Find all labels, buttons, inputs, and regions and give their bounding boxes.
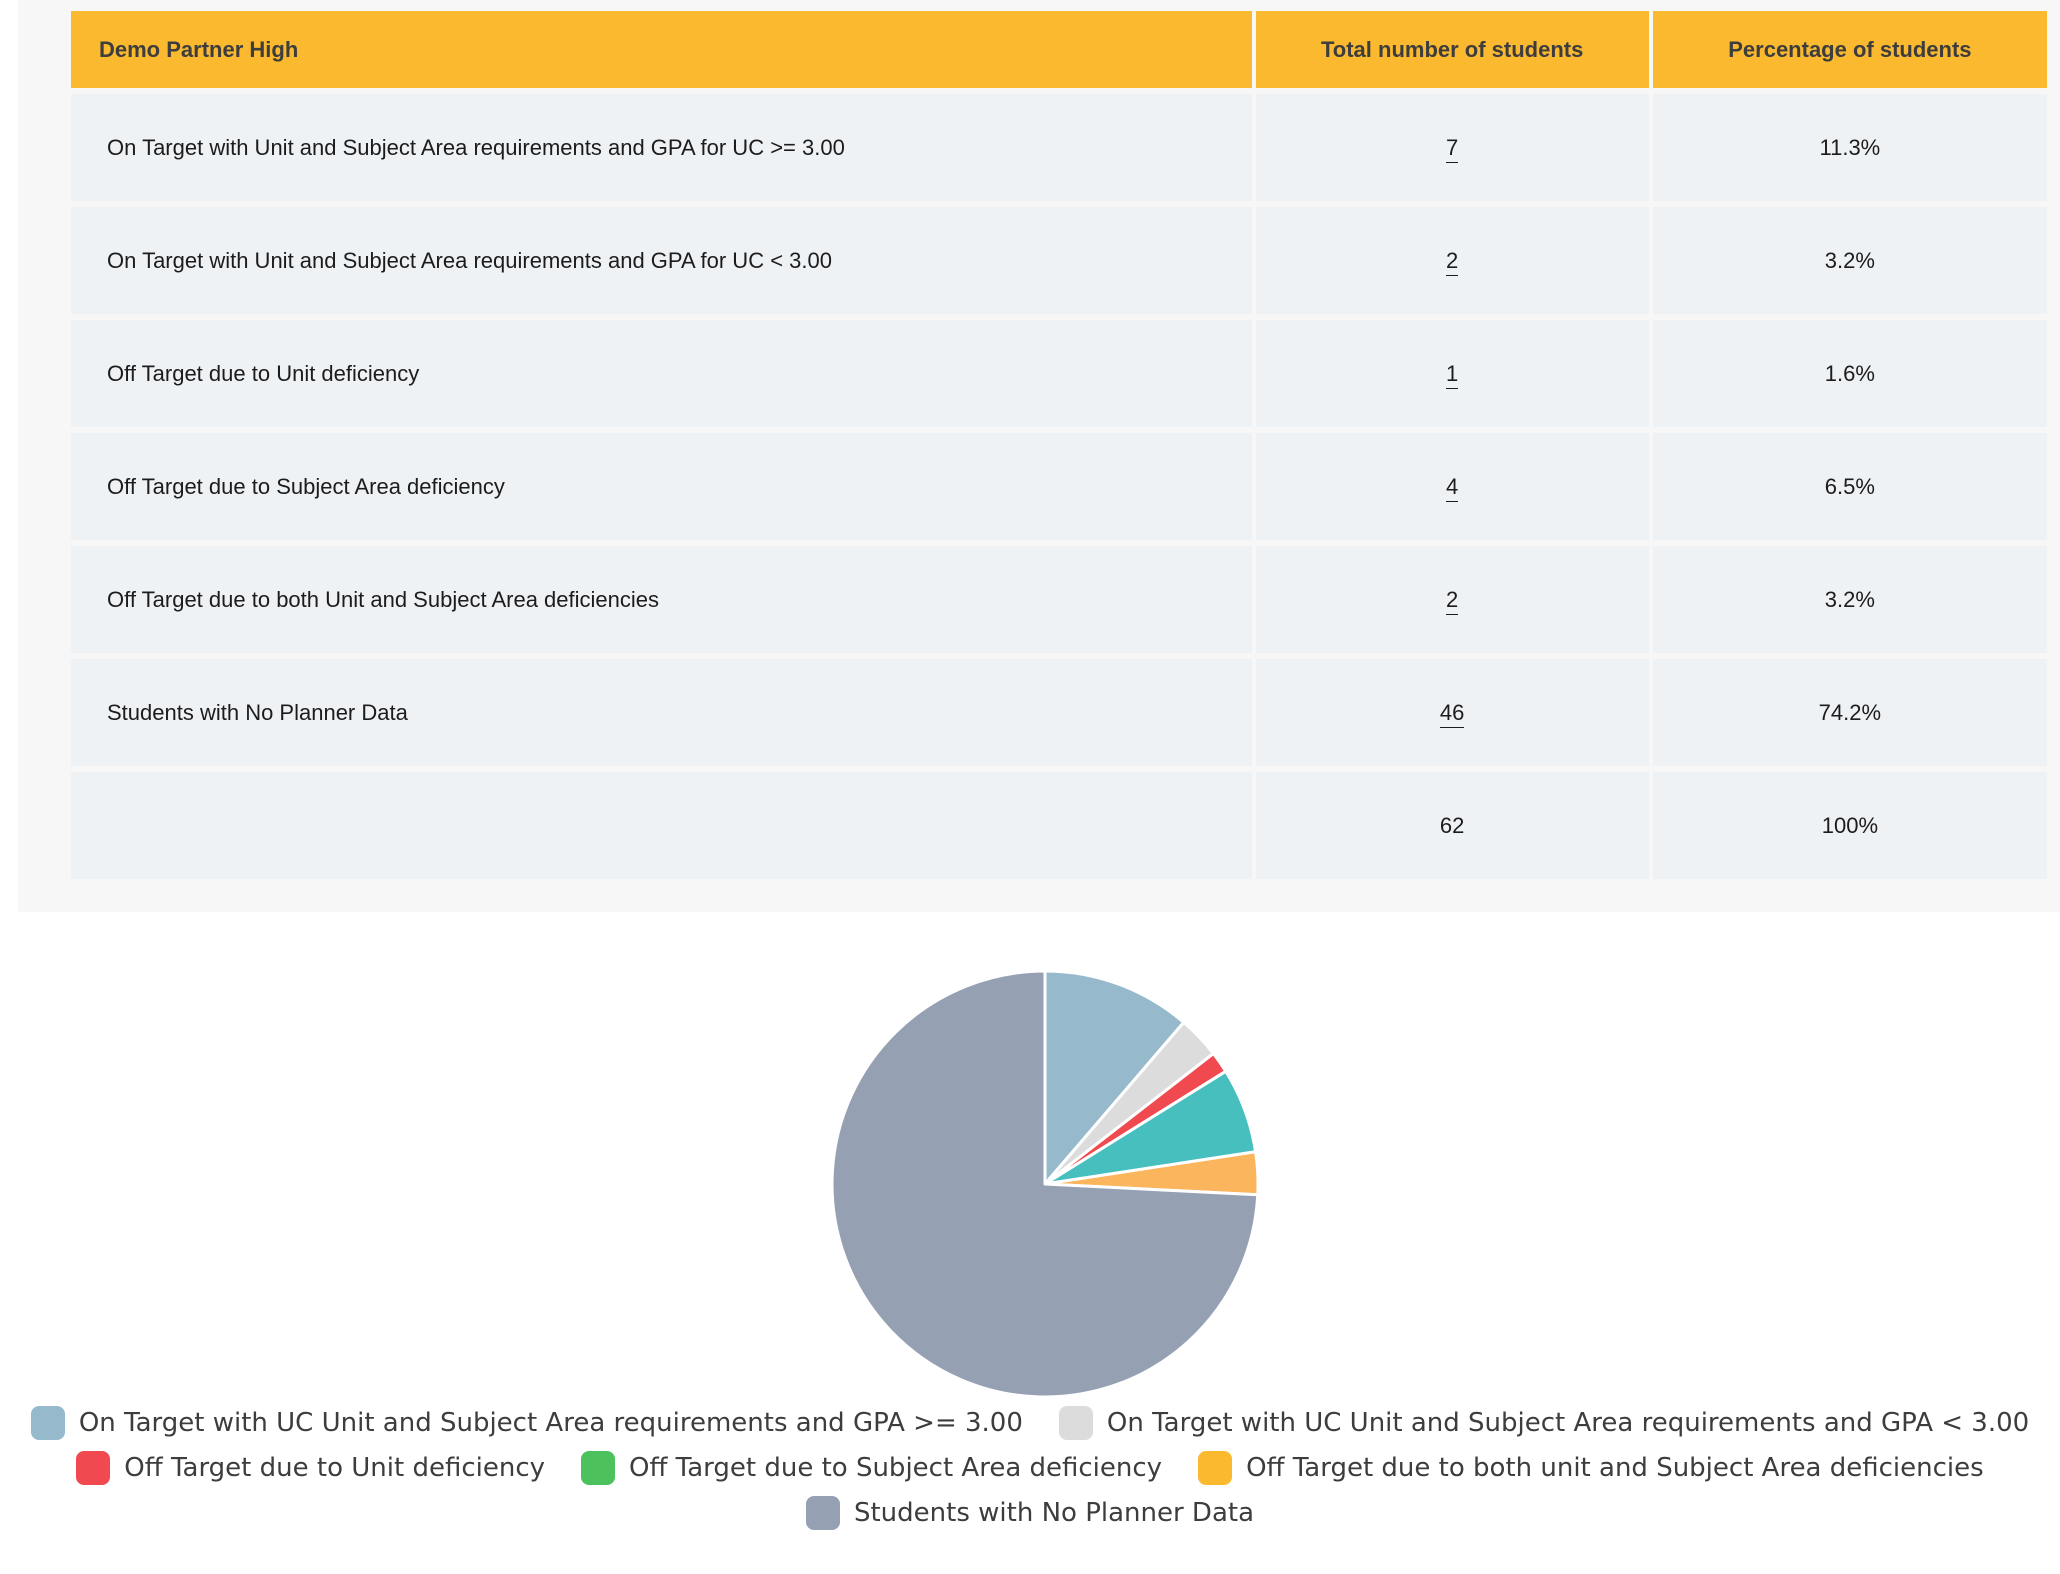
table-row: Off Target due to Subject Area deficienc… [71,433,2047,540]
legend-item[interactable]: Students with No Planner Data [805,1495,1255,1530]
legend-item[interactable]: On Target with UC Unit and Subject Area … [1058,1405,2030,1440]
legend-row: Students with No Planner Data [0,1490,2060,1535]
row-label: Off Target due to both Unit and Subject … [71,546,1252,653]
pie-slice[interactable] [830,969,1260,1399]
table-header-row: Demo Partner High Total number of studen… [71,11,2047,88]
row-count-cell: 2 [1255,207,1649,314]
student-count-link[interactable]: 1 [1446,360,1459,389]
row-percentage: 11.3% [1652,94,2047,201]
legend-swatch [76,1450,111,1485]
row-label: Off Target due to Unit deficiency [71,320,1252,427]
row-percentage: 3.2% [1652,546,2047,653]
row-label: Students with No Planner Data [71,659,1252,766]
row-count-cell: 1 [1255,320,1649,427]
total-count: 62 [1255,772,1649,879]
legend-swatch [1058,1405,1093,1440]
legend-label: Off Target due to Unit deficiency [124,1452,545,1483]
legend-label: Students with No Planner Data [853,1497,1255,1528]
legend-item[interactable]: On Target with UC Unit and Subject Area … [30,1405,1023,1440]
legend-label: On Target with UC Unit and Subject Area … [78,1407,1023,1438]
table-total-row: 62 100% [71,772,2047,879]
row-count-cell: 2 [1255,546,1649,653]
student-count-link[interactable]: 4 [1446,473,1459,502]
legend-item[interactable]: Off Target due to Subject Area deficienc… [581,1450,1163,1485]
row-percentage: 74.2% [1652,659,2047,766]
report-table: Demo Partner High Total number of studen… [67,5,2051,885]
pie-chart [830,969,1260,1399]
legend-swatch [805,1495,840,1530]
legend-swatch [1198,1450,1233,1485]
row-count-cell: 7 [1255,94,1649,201]
row-percentage: 1.6% [1652,320,2047,427]
student-count-link[interactable]: 46 [1439,699,1465,728]
row-label: On Target with Unit and Subject Area req… [71,207,1252,314]
row-percentage: 6.5% [1652,433,2047,540]
row-count-cell: 46 [1255,659,1649,766]
student-count-link[interactable]: 2 [1446,247,1459,276]
legend-item[interactable]: Off Target due to Unit deficiency [76,1450,545,1485]
legend-item[interactable]: Off Target due to both unit and Subject … [1198,1450,1984,1485]
row-percentage: 3.2% [1652,207,2047,314]
table-row: Students with No Planner Data 46 74.2% [71,659,2047,766]
student-count-link[interactable]: 7 [1446,134,1459,163]
row-label: Off Target due to Subject Area deficienc… [71,433,1252,540]
header-percentage-students: Percentage of students [1652,11,2047,88]
report-panel: Demo Partner High Total number of studen… [18,0,2060,912]
table-row: On Target with Unit and Subject Area req… [71,207,2047,314]
legend-row: Off Target due to Unit deficiency Off Ta… [0,1445,2060,1490]
header-total-students: Total number of students [1255,11,1649,88]
chart-legend: On Target with UC Unit and Subject Area … [0,1400,2060,1535]
legend-label: Off Target due to Subject Area deficienc… [629,1452,1163,1483]
legend-swatch [581,1450,615,1485]
table-row: On Target with Unit and Subject Area req… [71,94,2047,201]
total-percentage: 100% [1652,772,2047,879]
legend-label: Off Target due to both unit and Subject … [1246,1452,1984,1483]
legend-row: On Target with UC Unit and Subject Area … [0,1400,2060,1445]
legend-swatch [30,1405,65,1440]
table-row: Off Target due to Unit deficiency 1 1.6% [71,320,2047,427]
row-label: On Target with Unit and Subject Area req… [71,94,1252,201]
pie-slice[interactable] [1043,969,1186,1186]
header-school-name: Demo Partner High [71,11,1252,88]
total-label [71,772,1252,879]
table-row: Off Target due to both Unit and Subject … [71,546,2047,653]
student-count-link[interactable]: 2 [1446,586,1459,615]
row-count-cell: 4 [1255,433,1649,540]
legend-label: On Target with UC Unit and Subject Area … [1106,1407,2030,1438]
